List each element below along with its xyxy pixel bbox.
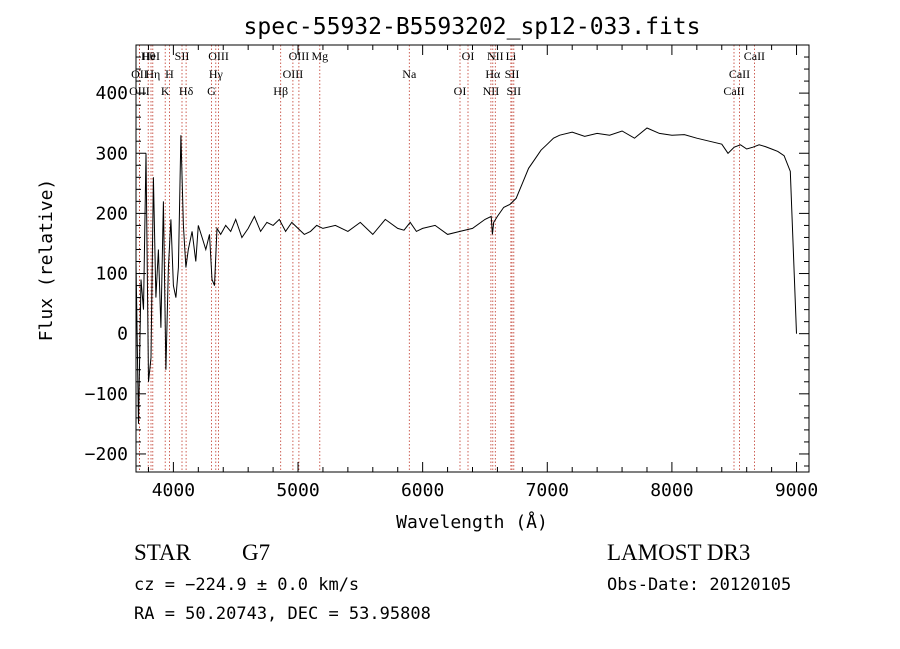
line-label: OII — [131, 67, 148, 81]
line-label: Na — [402, 67, 417, 81]
line-label: OIII — [129, 84, 150, 98]
line-label: Hγ — [209, 67, 224, 81]
line-label: H — [165, 67, 174, 81]
x-tick-label: 9000 — [775, 480, 818, 501]
x-axis-label: Wavelength (Å) — [396, 511, 548, 533]
line-label: Li — [506, 49, 517, 63]
line-label: SII — [506, 84, 521, 98]
line-label: OIII — [289, 49, 310, 63]
y-tick-label: −100 — [85, 384, 128, 405]
spectral-line-markers — [138, 45, 755, 472]
y-tick-label: −200 — [85, 444, 128, 465]
chart-title: spec-55932-B5593202_sp12-033.fits — [244, 14, 701, 40]
x-tick-label: 5000 — [276, 480, 319, 501]
x-tick-label: 6000 — [401, 480, 444, 501]
flux-series-line — [135, 127, 797, 424]
line-label: OI — [454, 84, 467, 98]
plot-frame — [135, 44, 810, 473]
object-subclass: G7 — [242, 540, 270, 565]
line-label: Hδ — [179, 84, 194, 98]
line-label: OIII — [283, 67, 304, 81]
observation-date: Obs-Date: 20120105 — [607, 575, 791, 595]
y-tick-label: 300 — [95, 143, 128, 164]
line-label: OI — [462, 49, 475, 63]
line-label: CaII — [723, 84, 744, 98]
y-tick-label: 0 — [117, 324, 128, 345]
x-tick-label: 8000 — [650, 480, 693, 501]
x-tick-label: 4000 — [152, 480, 195, 501]
line-label: Mg — [311, 49, 328, 63]
y-axis-label: Flux (relative) — [36, 179, 57, 342]
line-label: Hη — [145, 67, 160, 81]
line-label: CaII — [729, 67, 750, 81]
survey-name: LAMOST DR3 — [607, 540, 750, 565]
line-label: G — [207, 84, 216, 98]
line-label: Hα — [485, 67, 501, 81]
y-axis-ticks: −200 −100 0 100 200 300 400 — [85, 44, 809, 467]
y-tick-label: 200 — [95, 203, 128, 224]
object-class: STAR — [134, 540, 192, 565]
line-label: SII — [505, 67, 520, 81]
line-label: K — [161, 84, 170, 98]
redshift-cz: cz = −224.9 ± 0.0 km/s — [134, 575, 359, 595]
x-tick-label: 7000 — [526, 480, 569, 501]
line-label: OIII — [208, 49, 229, 63]
line-label: NII — [487, 49, 504, 63]
line-label: SII — [175, 49, 190, 63]
x-axis-ticks: 4000 5000 6000 7000 8000 9000 — [147, 45, 818, 501]
line-label: CaII — [744, 49, 765, 63]
line-label: Hβ — [273, 84, 288, 98]
line-label: HeI — [142, 49, 160, 63]
spectral-line-labels: HθOIIOIIIHeIHηKSIIHHδOIIIHγGOIIIOIIIHβMg… — [129, 49, 765, 98]
coordinates: RA = 50.20743, DEC = 53.95808 — [134, 604, 431, 624]
line-label: Hθ — [141, 49, 156, 63]
y-tick-label: 100 — [95, 264, 128, 285]
y-tick-label: 400 — [95, 83, 128, 104]
line-label: NII — [483, 84, 500, 98]
